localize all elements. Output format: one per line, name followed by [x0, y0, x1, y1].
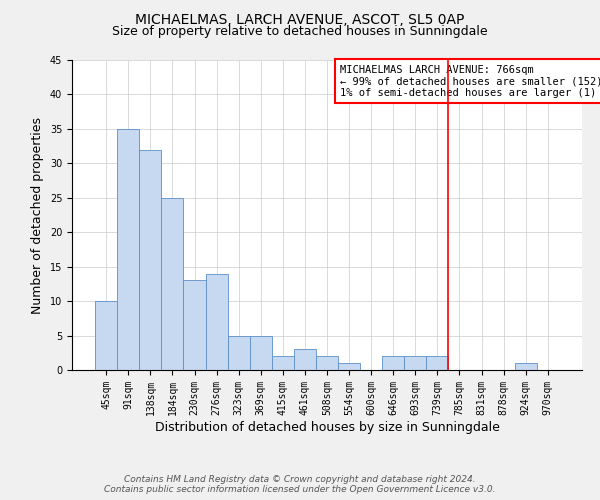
Bar — [117, 129, 139, 370]
Text: MICHAELMAS LARCH AVENUE: 766sqm
← 99% of detached houses are smaller (152)
1% of: MICHAELMAS LARCH AVENUE: 766sqm ← 99% of… — [340, 64, 600, 98]
Bar — [316, 356, 338, 370]
Bar — [338, 363, 360, 370]
Bar — [227, 336, 250, 370]
Bar — [184, 280, 206, 370]
Bar — [95, 301, 117, 370]
Bar — [404, 356, 427, 370]
Bar — [294, 350, 316, 370]
Bar — [250, 336, 272, 370]
X-axis label: Distribution of detached houses by size in Sunningdale: Distribution of detached houses by size … — [155, 420, 499, 434]
Bar — [161, 198, 184, 370]
Bar — [206, 274, 227, 370]
Y-axis label: Number of detached properties: Number of detached properties — [31, 116, 44, 314]
Bar — [272, 356, 294, 370]
Bar — [139, 150, 161, 370]
Text: Contains HM Land Registry data © Crown copyright and database right 2024.
Contai: Contains HM Land Registry data © Crown c… — [104, 474, 496, 494]
Bar — [515, 363, 537, 370]
Bar — [427, 356, 448, 370]
Text: Size of property relative to detached houses in Sunningdale: Size of property relative to detached ho… — [112, 25, 488, 38]
Text: MICHAELMAS, LARCH AVENUE, ASCOT, SL5 0AP: MICHAELMAS, LARCH AVENUE, ASCOT, SL5 0AP — [136, 12, 464, 26]
Bar — [382, 356, 404, 370]
